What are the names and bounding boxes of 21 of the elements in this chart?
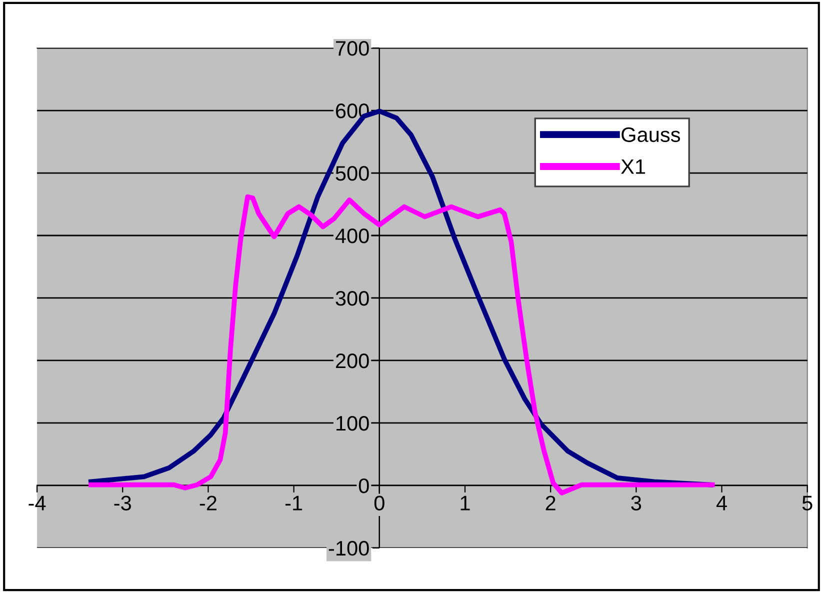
y-tick-label: 0 [358, 478, 369, 494]
x-tick-label: -2 [200, 496, 216, 510]
y-tick-label: 100 [336, 416, 369, 431]
x-tick-label: 1 [460, 496, 470, 510]
y-tick-label: -100 [328, 540, 369, 556]
x-tick-label: 0 [374, 496, 384, 510]
x-tick-label: -4 [28, 496, 46, 510]
x-tick-label: -1 [285, 496, 302, 510]
legend-label: X1 [621, 159, 646, 174]
y-tick-label: 500 [336, 166, 369, 181]
legend-label: Gauss [622, 127, 680, 142]
y-tick-label: 200 [336, 353, 369, 368]
x-tick-label: 3 [631, 496, 642, 510]
x-tick-label: 2 [546, 496, 556, 510]
x-tick-label: -3 [114, 496, 131, 510]
y-tick-label: 700 [336, 41, 369, 56]
x-tick-label: 4 [716, 496, 727, 510]
y-tick-label: 400 [335, 228, 369, 244]
y-tick-label: 300 [336, 290, 369, 306]
x-tick-label: 5 [802, 496, 812, 510]
line-series [88, 194, 715, 496]
